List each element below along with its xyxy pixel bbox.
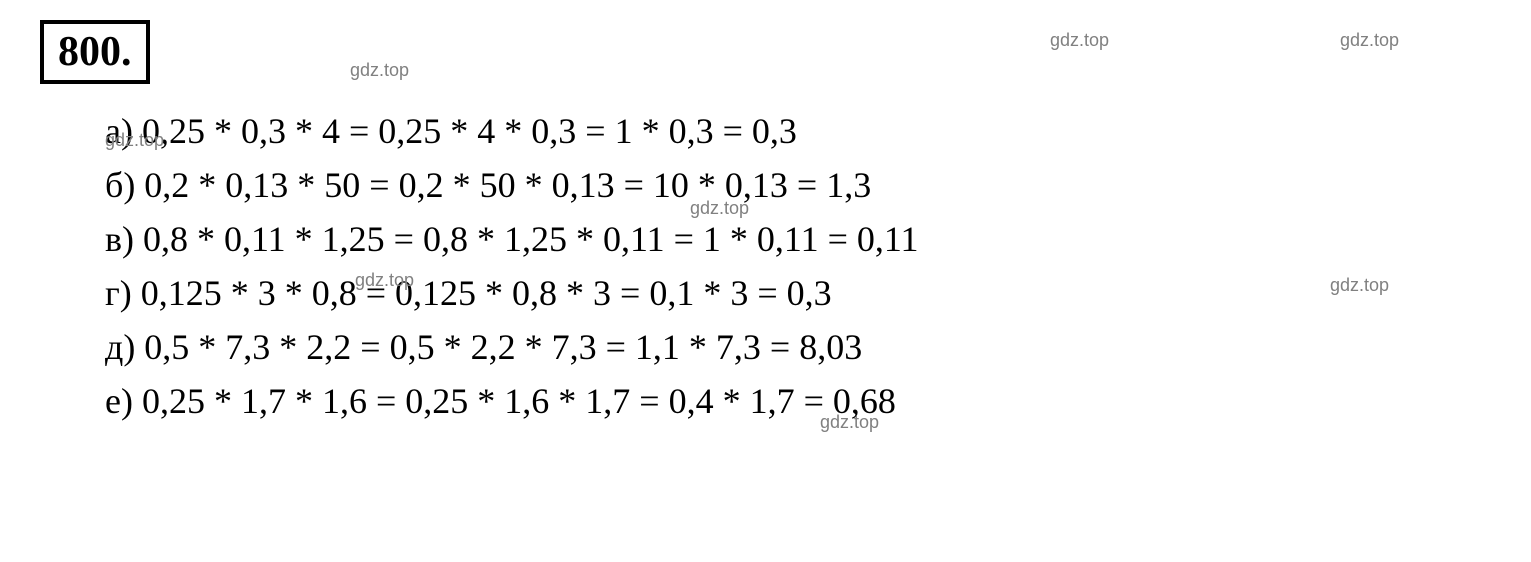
watermark: gdz.top [1340,30,1399,51]
equation-e: д) 0,5 * 7,3 * 2,2 = 0,5 * 2,2 * 7,3 = 1… [105,320,1491,374]
equation-d: г) 0,125 * 3 * 0,8 = 0,125 * 0,8 * 3 = 0… [105,266,1491,320]
equations-container: а) 0,25 * 0,3 * 4 = 0,25 * 4 * 0,3 = 1 *… [40,104,1491,428]
watermark: gdz.top [350,60,409,81]
equation-a: а) 0,25 * 0,3 * 4 = 0,25 * 4 * 0,3 = 1 *… [105,104,1491,158]
equation-c: в) 0,8 * 0,11 * 1,25 = 0,8 * 1,25 * 0,11… [105,212,1491,266]
watermark: gdz.top [1050,30,1109,51]
equation-b: б) 0,2 * 0,13 * 50 = 0,2 * 50 * 0,13 = 1… [105,158,1491,212]
problem-number-box: 800. [40,20,150,84]
equation-f: е) 0,25 * 1,7 * 1,6 = 0,25 * 1,6 * 1,7 =… [105,374,1491,428]
